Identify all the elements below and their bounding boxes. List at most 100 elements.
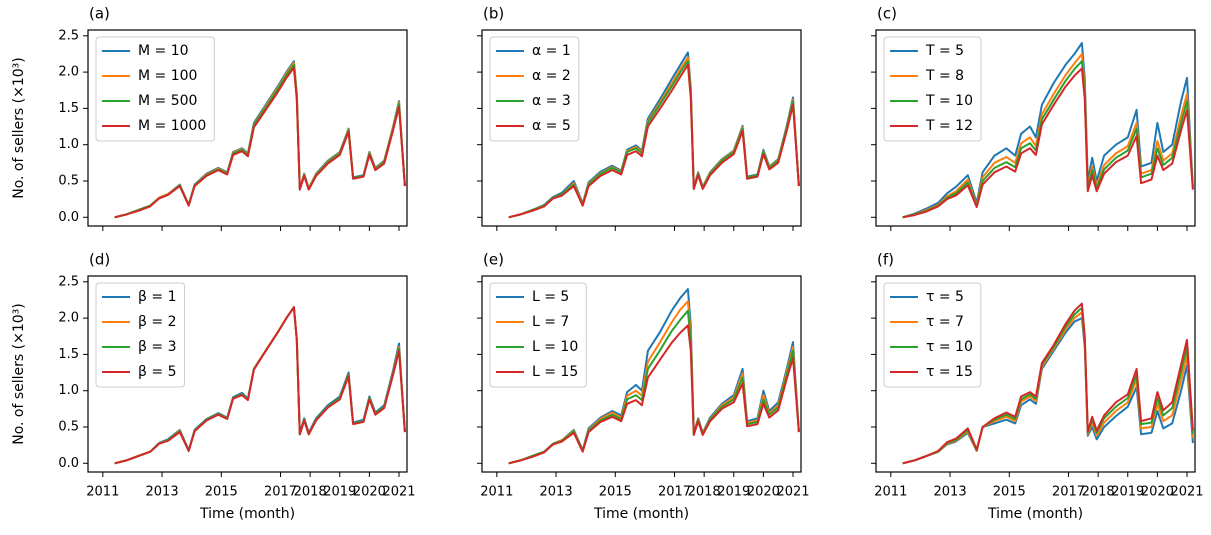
legend: L = 5 L = 7 L = 10 L = 15: [489, 282, 587, 388]
y-tick-label: 2.5: [58, 28, 79, 43]
series-line: [508, 324, 800, 465]
panel-title: (d): [89, 251, 110, 269]
x-axis-label: Time (month): [199, 506, 295, 522]
legend-label: α = 5: [532, 118, 571, 134]
legend-label: L = 15: [532, 364, 578, 380]
legend-label: α = 2: [532, 68, 571, 84]
x-tick-label: 2019: [717, 485, 750, 500]
legend-frame: [95, 282, 185, 388]
legend-label: M = 1000: [138, 118, 206, 134]
legend: T = 5 T = 8 T = 10 T = 12: [883, 36, 982, 142]
x-tick-label: 2020: [747, 485, 780, 500]
legend-label: β = 5: [138, 364, 176, 380]
series-line: [114, 66, 406, 219]
x-tick-label: 2018: [294, 485, 327, 500]
series-line: [902, 306, 1194, 465]
y-tick-label: 0.0: [58, 210, 79, 225]
plot-frame: [87, 275, 408, 473]
legend-label: L = 7: [532, 314, 569, 330]
plot-frame: [481, 275, 802, 473]
x-tick-label: 2011: [480, 485, 513, 500]
series-line: [902, 317, 1194, 465]
x-tick-label: 2013: [146, 485, 179, 500]
legend-label: M = 100: [138, 68, 197, 84]
panel-title: (f): [877, 251, 894, 269]
legend-label: β = 1: [138, 289, 176, 305]
legend-label: τ = 10: [926, 339, 973, 355]
legend-label: β = 2: [138, 314, 176, 330]
panel-title: (c): [877, 5, 897, 23]
panel-title: (e): [483, 251, 504, 269]
legend: M = 10 M = 100 M = 500 M = 1000: [95, 36, 215, 142]
x-tick-label: 2013: [934, 485, 967, 500]
x-tick-label: 2018: [1082, 485, 1115, 500]
x-tick-label: 2017: [264, 485, 297, 500]
panel-title: (a): [89, 5, 110, 23]
legend-label: T = 8: [925, 68, 964, 84]
x-tick-label: 2011: [874, 485, 907, 500]
series-line: [114, 306, 406, 465]
legend-label: T = 12: [925, 118, 973, 134]
x-tick-label: 2021: [382, 485, 415, 500]
legend-frame: [489, 282, 587, 388]
y-tick-label: 0.5: [58, 419, 79, 434]
legend-label: L = 10: [532, 339, 578, 355]
x-axis-label: Time (month): [987, 506, 1083, 522]
legend: τ = 5 τ = 7 τ = 10 τ = 15: [883, 282, 982, 388]
y-tick-label: 1.5: [58, 101, 79, 116]
legend-frame: [883, 282, 982, 388]
legend-label: β = 3: [138, 339, 176, 355]
y-tick-label: 1.5: [58, 347, 79, 362]
y-tick-label: 0.0: [58, 456, 79, 471]
series-line: [902, 302, 1194, 465]
legend-label: τ = 7: [926, 314, 964, 330]
plot-frame: [481, 29, 802, 227]
x-tick-label: 2017: [658, 485, 691, 500]
x-tick-label: 2015: [205, 485, 238, 500]
y-tick-label: 1.0: [58, 137, 79, 152]
panel-title: (b): [483, 5, 504, 23]
x-tick-label: 2018: [688, 485, 721, 500]
legend-label: M = 10: [138, 43, 189, 59]
legend-label: τ = 5: [926, 289, 964, 305]
legend-label: M = 500: [138, 93, 197, 109]
series-line: [902, 67, 1194, 219]
x-tick-label: 2021: [776, 485, 809, 500]
x-tick-label: 2013: [540, 485, 573, 500]
plot-frame: [875, 275, 1196, 473]
legend-frame: [883, 36, 982, 142]
plot-frame: [87, 29, 408, 227]
legend-frame: [95, 36, 215, 142]
x-tick-label: 2020: [1141, 485, 1174, 500]
y-axis-label: No. of sellers (×10³): [11, 57, 27, 199]
y-tick-label: 1.0: [58, 383, 79, 398]
y-tick-label: 2.0: [58, 311, 79, 326]
x-tick-label: 2015: [993, 485, 1026, 500]
plot-frame: [875, 29, 1196, 227]
legend-label: L = 5: [532, 289, 569, 305]
x-tick-label: 2015: [599, 485, 632, 500]
x-tick-label: 2021: [1170, 485, 1203, 500]
series-line: [902, 60, 1194, 219]
legend-frame: [489, 36, 580, 142]
legend-label: α = 3: [532, 93, 571, 109]
y-tick-label: 2.0: [58, 65, 79, 80]
x-tick-label: 2011: [86, 485, 119, 500]
legend-label: α = 1: [532, 43, 571, 59]
x-tick-label: 2020: [353, 485, 386, 500]
x-tick-label: 2019: [323, 485, 356, 500]
legend-label: T = 5: [925, 43, 964, 59]
y-axis-label: No. of sellers (×10³): [11, 303, 27, 445]
legend: α = 1 α = 2 α = 3 α = 5: [489, 36, 580, 142]
series-line: [902, 42, 1194, 219]
series-line: [508, 63, 800, 219]
x-tick-label: 2019: [1111, 485, 1144, 500]
legend: β = 1 β = 2 β = 3 β = 5: [95, 282, 185, 388]
x-tick-label: 2017: [1052, 485, 1085, 500]
y-tick-label: 2.5: [58, 274, 79, 289]
x-axis-label: Time (month): [593, 506, 689, 522]
y-tick-label: 0.5: [58, 173, 79, 188]
legend-label: T = 10: [925, 93, 973, 109]
legend-label: τ = 15: [926, 364, 973, 380]
